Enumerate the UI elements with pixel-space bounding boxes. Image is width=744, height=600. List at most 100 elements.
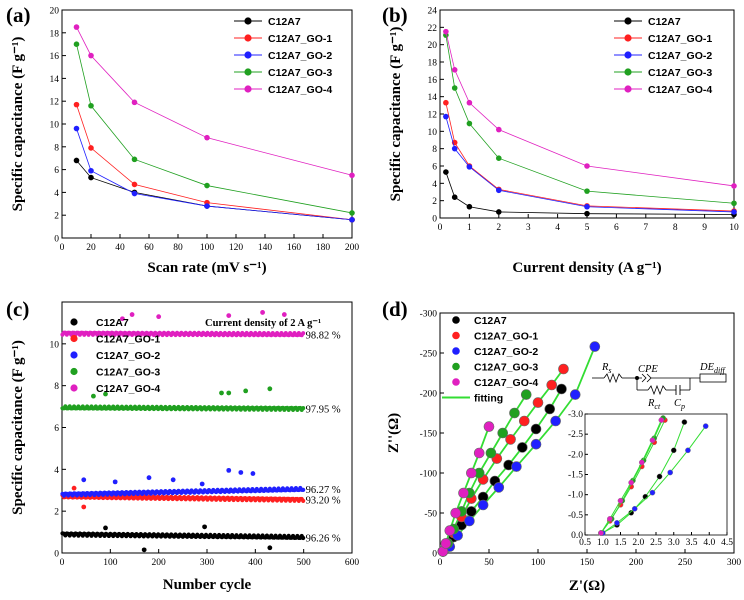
c-outlier-point xyxy=(260,310,265,315)
d-inset-data-point xyxy=(656,473,663,480)
b-data-point xyxy=(496,209,502,215)
d-inset-data-point xyxy=(667,469,674,476)
d-inset-data-point xyxy=(617,497,624,504)
c-outlier-point xyxy=(226,313,232,318)
b-legend-marker xyxy=(624,34,632,42)
d-inset-ytick-label: -3.0 xyxy=(568,410,583,420)
a-ytick-label: 12 xyxy=(50,98,60,108)
a-legend-label: C12A7_GO-4 xyxy=(268,84,332,96)
c-outlier-point xyxy=(81,504,87,510)
a-xtick-label: 60 xyxy=(144,243,154,253)
b-xtick-label: 1 xyxy=(467,223,472,233)
d-data-point xyxy=(511,461,522,472)
b-xtick-label: 0 xyxy=(438,223,443,233)
d-inset-data-point xyxy=(598,530,604,536)
d-data-point xyxy=(556,383,567,395)
d-inset-data-point xyxy=(631,505,638,512)
d-ytick-label: -100 xyxy=(420,470,438,480)
d-data-point xyxy=(464,515,475,527)
d-data-point xyxy=(509,407,520,419)
c-outlier-point xyxy=(281,312,287,317)
b-ytick-label: 12 xyxy=(428,111,438,121)
d-de-diff-element xyxy=(699,373,727,383)
a-series-line xyxy=(76,128,353,221)
c-x-axis-label: Number cycle xyxy=(163,577,252,593)
b-ytick-label: 16 xyxy=(428,76,438,86)
b-data-point xyxy=(731,183,737,189)
c-legend-label: C12A7_GO-4 xyxy=(96,383,160,395)
a-ytick-label: 14 xyxy=(50,75,60,85)
b-x-axis-label: Current density (A g⁻¹) xyxy=(512,260,661,276)
c-legend-marker xyxy=(70,351,78,359)
b-legend-label: C12A7_GO-3 xyxy=(648,67,712,79)
b-xtick-label: 2 xyxy=(496,223,501,233)
c-legend-label: C12A7 xyxy=(96,317,129,329)
c-xtick-label: 300 xyxy=(200,558,215,568)
c-retention-label: 98.82 % xyxy=(306,330,341,341)
a-ytick-label: 2 xyxy=(54,212,59,222)
c-retention-label: 96.26 % xyxy=(306,533,341,544)
d-inset-ytick-label: -0.5 xyxy=(568,511,583,521)
b-ytick-label: 20 xyxy=(428,41,438,51)
a-data-point xyxy=(73,41,80,47)
d-inset-xtick-label: 4.0 xyxy=(703,538,715,548)
d-legend-marker xyxy=(452,331,460,340)
c-outlier-point xyxy=(226,467,232,473)
a-legend-marker xyxy=(244,68,252,76)
a-xtick-label: 40 xyxy=(115,243,125,253)
b-legend-marker xyxy=(624,17,632,25)
a-data-point xyxy=(88,174,94,181)
b-ytick-label: 2 xyxy=(432,197,437,207)
a-ytick-label: 4 xyxy=(54,189,59,199)
d-data-point xyxy=(485,447,497,459)
d-data-point xyxy=(505,434,516,445)
d-data-point xyxy=(546,379,558,391)
d-legend-marker xyxy=(452,362,460,371)
c-xtick-label: 600 xyxy=(345,558,360,568)
a-xtick-label: 160 xyxy=(287,243,302,253)
d-inset-data-point xyxy=(628,479,634,486)
b-legend-marker xyxy=(624,68,632,76)
b-data-point xyxy=(584,203,590,210)
c-outlier-point xyxy=(202,524,207,530)
d-data-point xyxy=(493,482,505,493)
d-de-diff-label: DEdiff xyxy=(699,362,726,375)
d-rct-resistor xyxy=(647,384,667,396)
b-data-point xyxy=(443,113,449,120)
d-ytick-label: -250 xyxy=(420,350,438,360)
d-data-point xyxy=(440,538,452,549)
panel-d: 0 50 100 150 200 250 300 0 -50 -100 -150 -200 -250 -3… xyxy=(382,297,741,594)
d-inset-data-point xyxy=(685,447,691,454)
b-ytick-label: 8 xyxy=(432,145,437,155)
a-data-point xyxy=(88,145,94,151)
d-inset-xtick-label: 1.0 xyxy=(597,538,609,548)
c-ytick-label: 0 xyxy=(54,550,59,560)
c-outlier-point xyxy=(170,477,176,483)
d-inset-data-point xyxy=(614,520,620,526)
a-ytick-label: 18 xyxy=(50,29,60,39)
a-xtick-label: 180 xyxy=(316,243,331,253)
b-data-point xyxy=(451,67,458,73)
c-outlier-point xyxy=(226,390,232,396)
b-series-line xyxy=(445,102,735,212)
a-xtick-label: 100 xyxy=(200,243,215,253)
a-data-point xyxy=(88,167,94,174)
b-series-line xyxy=(445,116,735,213)
b-ytick-label: 22 xyxy=(428,24,438,34)
a-legend-marker xyxy=(244,51,252,59)
c-outlier-point xyxy=(243,388,249,394)
a-data-point xyxy=(204,182,210,189)
c-legend-marker xyxy=(70,367,78,376)
d-inset-data-point xyxy=(681,419,688,425)
c-xtick-label: 100 xyxy=(103,558,118,568)
d-xtick-label: 300 xyxy=(727,558,742,568)
d-xtick-label: 100 xyxy=(531,558,546,568)
d-data-point xyxy=(466,467,477,479)
d-data-point xyxy=(520,389,532,400)
c-outlier-point xyxy=(267,545,273,551)
d-equivalent-circuit: Rs CPE Rct Cp DEdiff xyxy=(592,362,726,411)
c-y-axis-label: Specific capacitance (F g⁻¹) xyxy=(10,340,26,515)
a-xtick-label: 20 xyxy=(86,243,96,253)
d-ytick-label: -200 xyxy=(420,390,438,400)
a-legend-marker xyxy=(244,85,252,93)
